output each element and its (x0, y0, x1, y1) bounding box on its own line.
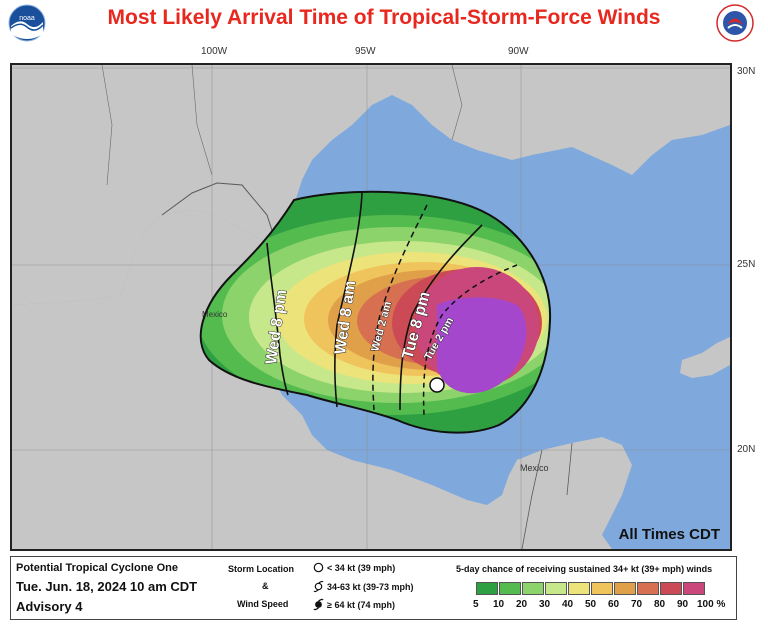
longitude-label-100w: 100W (201, 46, 228, 57)
storm-location-marker (429, 377, 445, 393)
colorbar-swatch (614, 582, 636, 595)
wind-probability-swath (200, 191, 551, 433)
mexico-landmass (12, 210, 632, 549)
colorbar-label: 5 (473, 599, 479, 610)
contour-tue-8pm (399, 224, 483, 411)
colorbar-swatch (476, 582, 498, 595)
colorbar-swatch (545, 582, 567, 595)
map-canvas: Wed 8 pm Wed 8 am Wed 2 am Tue 8 pm Tue … (12, 65, 730, 549)
hurricane-icon (313, 598, 324, 611)
colorbar-swatch (660, 582, 682, 595)
colorbar-label: 70 (631, 599, 643, 610)
contour-wed-2am (372, 204, 428, 411)
place-label-mexico-west: Mexico (202, 310, 228, 319)
colorbar-swatch (637, 582, 659, 595)
colorbar-label: 100 % (697, 599, 726, 610)
colorbar-swatch (568, 582, 590, 595)
national-weather-service-logo (716, 4, 754, 42)
storm-location-ampersand: & (262, 581, 269, 591)
legend-symbol-row-tropical-storm: 34-63 kt (39-73 mph) (313, 580, 414, 593)
noaa-logo: noaa (8, 4, 46, 42)
longitude-label-90w: 90W (508, 46, 529, 57)
colorbar-swatch (591, 582, 613, 595)
tropical-storm-icon (313, 580, 324, 593)
probability-legend-title: 5-day chance of receiving sustained 34+ … (456, 564, 713, 574)
colorbar-label: 90 (677, 599, 689, 610)
place-label-mexico-yucatan: Mexico (520, 463, 549, 473)
contour-wed-8pm (266, 242, 289, 396)
storm-location-header: Storm Location (228, 564, 295, 574)
us-landmass (12, 65, 730, 305)
timezone-note: All Times CDT (618, 526, 720, 543)
advisory-date: Tue. Jun. 18, 2024 10 am CDT (16, 579, 198, 594)
legend-symbol-label: 34-63 kt (39-73 mph) (327, 581, 414, 592)
contour-tue-2pm (422, 264, 518, 416)
colorbar-label: 10 (493, 599, 505, 610)
legend-symbol-row-hurricane: ≥ 64 kt (74 mph) (313, 598, 395, 611)
legend-symbol-label: < 34 kt (39 mph) (327, 562, 396, 573)
latitude-label-20n: 20N (737, 444, 756, 455)
us-mexico-border (161, 182, 281, 256)
storm-name: Potential Tropical Cyclone One (16, 562, 178, 574)
probability-colorbar (476, 582, 706, 595)
colorbar-swatch (522, 582, 544, 595)
colorbar-label: 50 (585, 599, 597, 610)
longitude-label-95w: 95W (355, 46, 376, 57)
legend-panel: Potential Tropical Cyclone One Tue. Jun.… (10, 556, 737, 620)
advisory-number: Advisory 4 (16, 599, 83, 614)
colorbar-label: 80 (654, 599, 666, 610)
colorbar-swatch (683, 582, 705, 595)
contour-wed-8am (333, 192, 363, 408)
latitude-label-30n: 30N (737, 66, 756, 77)
colorbar-label: 20 (516, 599, 528, 610)
cuba-landmass (680, 337, 730, 378)
colorbar-swatch (499, 582, 521, 595)
colorbar-label: 40 (562, 599, 574, 610)
open-circle-icon (313, 562, 324, 573)
colorbar-label: 30 (539, 599, 551, 610)
latitude-label-25n: 25N (737, 259, 756, 270)
colorbar-label: 60 (608, 599, 620, 610)
page-title: Most Likely Arrival Time of Tropical-Sto… (107, 6, 661, 29)
legend-symbol-row-weak: < 34 kt (39 mph) (313, 562, 395, 573)
legend-symbol-label: ≥ 64 kt (74 mph) (327, 599, 395, 610)
map-panel[interactable]: Wed 8 pm Wed 8 am Wed 2 am Tue 8 pm Tue … (10, 63, 732, 551)
svg-text:noaa: noaa (19, 15, 35, 22)
wind-speed-header: Wind Speed (237, 599, 289, 609)
